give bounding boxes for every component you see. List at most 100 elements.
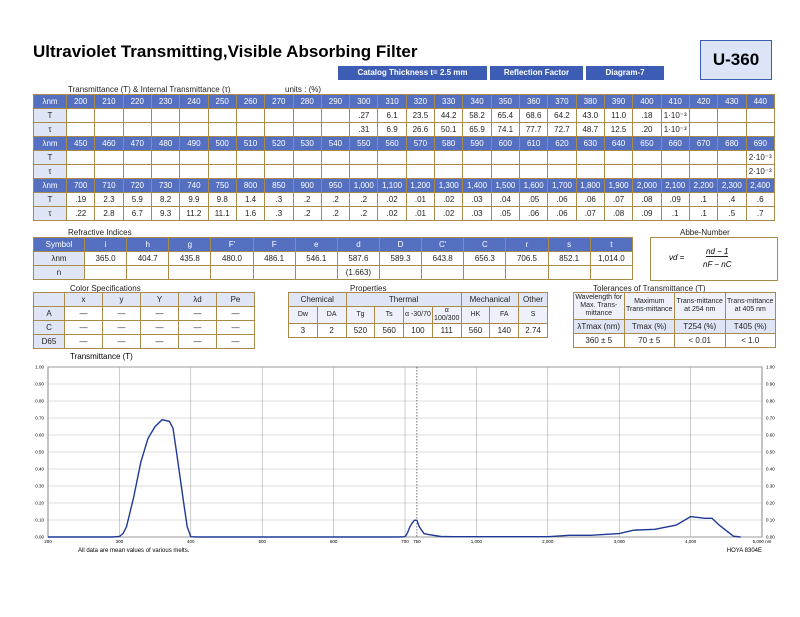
cell: 365.0	[83, 251, 128, 266]
cell: .7	[745, 206, 775, 221]
cell: 2,000	[632, 178, 662, 193]
cell	[122, 122, 152, 137]
cell: e	[294, 237, 338, 252]
cell: 330	[434, 94, 464, 109]
cell	[294, 265, 338, 280]
cell	[518, 164, 549, 179]
cell	[168, 265, 212, 280]
cell: —	[178, 320, 217, 335]
cell: 240	[179, 94, 209, 109]
cell: 750	[207, 178, 237, 193]
cell	[292, 122, 322, 137]
cell: 2,200	[688, 178, 719, 193]
row: 360 ± 5 70 ± 5 < 0.01 < 1.0	[573, 333, 776, 348]
cell: 300	[349, 94, 379, 109]
cell: 440	[745, 94, 775, 109]
cell	[126, 265, 170, 280]
cell	[688, 122, 719, 137]
cell: 643.8	[421, 251, 465, 266]
cell: —	[140, 334, 179, 349]
row: T .27 6.1 23.5 44.2 58.2 65.4 68.6 64.2 43.0 11.0.…	[33, 108, 775, 123]
cell	[65, 164, 96, 179]
cell: 900	[292, 178, 322, 193]
cell: 1,200	[405, 178, 436, 193]
cell: —	[216, 306, 255, 321]
cell: .06	[547, 192, 577, 207]
cell	[235, 164, 266, 179]
cell: 470	[122, 136, 152, 151]
cell: 560	[460, 323, 491, 338]
cell: .3	[264, 192, 294, 207]
cell	[717, 108, 747, 123]
cell: .06	[575, 192, 605, 207]
row: λnm 700 710 720 730 740 750 800 850 900 950 1,000 1,…	[33, 178, 775, 193]
row: D65— — — — —	[33, 334, 255, 349]
cell: 800	[235, 178, 266, 193]
cell: 9.9	[179, 192, 209, 207]
cell	[264, 150, 294, 165]
cell: 1.6	[235, 206, 266, 221]
cell: .08	[603, 206, 634, 221]
cell: 560	[374, 323, 405, 338]
cell: 710	[94, 178, 124, 193]
cell	[264, 164, 294, 179]
cell: 220	[122, 94, 152, 109]
y-tick-label: 0.70	[35, 416, 44, 421]
diagram-badge: Diagram-7	[586, 66, 664, 80]
cell: .09	[632, 206, 662, 221]
cell	[235, 150, 266, 165]
cell: .06	[518, 206, 549, 221]
properties-table: Chemical Thermal Mechanical Other Dw DA Tg Ts α …	[288, 292, 548, 338]
cell: 600	[490, 136, 521, 151]
cell: 72.7	[547, 122, 577, 137]
cell: 50.1	[434, 122, 464, 137]
cell	[292, 150, 322, 165]
cell: 530	[292, 136, 322, 151]
cell: —	[102, 320, 141, 335]
cell	[83, 265, 128, 280]
cell: 2,400	[745, 178, 775, 193]
cell: 546.1	[294, 251, 338, 266]
cell: 1,000	[349, 178, 379, 193]
x-tick-label: 1,000	[471, 539, 483, 544]
cell: 587.6	[336, 251, 380, 266]
y-tick-label: 0.10	[35, 518, 44, 523]
cell: 280	[292, 94, 322, 109]
cell	[589, 265, 634, 280]
cell: 260	[235, 94, 266, 109]
section-title: Properties	[350, 284, 387, 293]
cell	[660, 164, 690, 179]
cell: .03	[462, 192, 492, 207]
unit: mm	[453, 68, 468, 77]
cell: 1,014.0	[589, 251, 634, 266]
cell	[505, 265, 549, 280]
cell: 540	[320, 136, 351, 151]
cell: 500	[207, 136, 237, 151]
cell: 2	[316, 323, 347, 338]
cell: r	[505, 237, 549, 252]
cell: 690	[745, 136, 775, 151]
cell	[252, 265, 296, 280]
cell: —	[178, 334, 217, 349]
cell: 390	[603, 94, 634, 109]
cell: .19	[65, 192, 96, 207]
cell	[462, 150, 492, 165]
cell: 2·10⁻³	[745, 164, 775, 179]
cell	[405, 150, 436, 165]
cell: 2,100	[660, 178, 690, 193]
footer-note: All data are mean values of various melt…	[78, 548, 190, 554]
cell: < 1.0	[724, 333, 776, 348]
row: λnm 450 460 470 480 490 500 510 520 530 540 550 560 5…	[33, 136, 775, 151]
row: Wavelength for Max. Trans-mittance Maximu…	[573, 292, 776, 320]
label: Catalog Thickness t=	[357, 68, 438, 77]
cell: 1,700	[547, 178, 577, 193]
x-tick-label: 2,000	[542, 539, 554, 544]
cell: 520	[264, 136, 294, 151]
cell: y	[102, 292, 141, 307]
y-tick-label: 0.70	[766, 416, 775, 421]
cell: 11.2	[179, 206, 209, 221]
cell: FA	[489, 306, 520, 324]
cell: λnm	[33, 251, 85, 266]
cell: .18	[632, 108, 662, 123]
cell: 550	[349, 136, 379, 151]
